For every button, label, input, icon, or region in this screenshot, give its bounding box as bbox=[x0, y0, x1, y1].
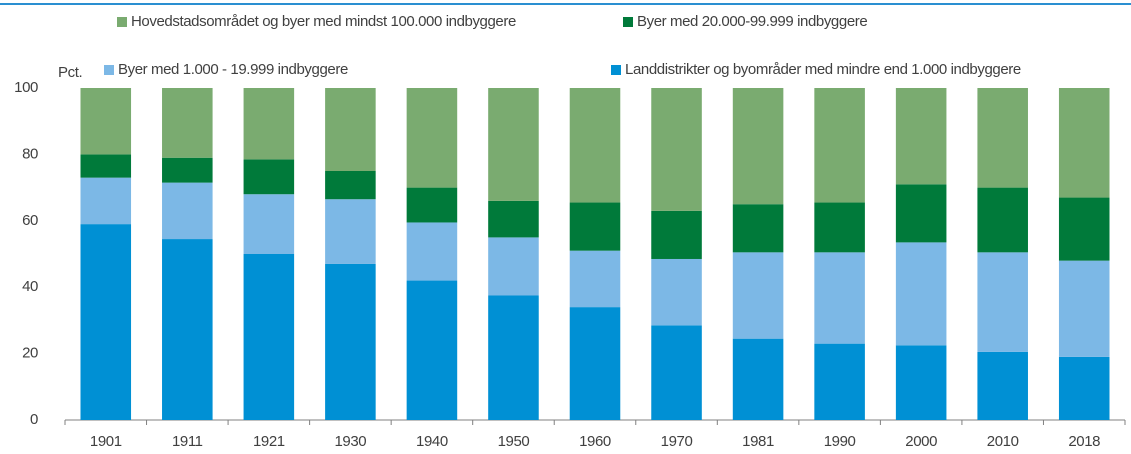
x-tick-label: 1970 bbox=[661, 433, 693, 450]
x-tick-label: 2000 bbox=[905, 433, 937, 450]
x-tick-label: 1930 bbox=[334, 433, 366, 450]
x-tick-label: 1960 bbox=[579, 433, 611, 450]
bar-segment bbox=[406, 187, 458, 223]
bar-segment bbox=[814, 252, 865, 344]
legend-label: Byer med 20.000-99.999 indbyggere bbox=[637, 13, 867, 30]
bar-segment bbox=[406, 280, 458, 420]
x-tick-label: 2018 bbox=[1068, 433, 1100, 450]
x-tick-label: 1990 bbox=[824, 433, 856, 450]
bar-segment bbox=[80, 88, 132, 155]
bar-segment bbox=[732, 88, 784, 205]
bar-segment bbox=[1058, 356, 1110, 420]
bar-segment bbox=[243, 254, 295, 420]
bar-segment bbox=[651, 210, 702, 259]
x-tick-label: 1901 bbox=[90, 433, 122, 450]
bar-segment bbox=[243, 88, 295, 160]
bar-segment bbox=[977, 187, 1028, 253]
bar-segment bbox=[895, 345, 947, 420]
legend-label: Landdistrikter og byområder med mindre e… bbox=[625, 61, 1021, 78]
bar-segment bbox=[732, 252, 784, 339]
bar-segment bbox=[569, 88, 621, 203]
x-tick-label: 1940 bbox=[416, 433, 448, 450]
y-tick-label: 60 bbox=[22, 212, 38, 229]
bar-segment bbox=[651, 258, 702, 326]
bar-segment bbox=[814, 202, 865, 253]
bar-segment bbox=[80, 177, 132, 225]
bar-segment bbox=[651, 325, 702, 420]
legend-label: Byer med 1.000 - 19.999 indbyggere bbox=[118, 61, 348, 78]
bar-segment bbox=[406, 222, 458, 281]
bar-segment bbox=[162, 239, 213, 420]
bar-segment bbox=[325, 199, 376, 264]
bar-segment bbox=[1058, 88, 1110, 198]
bar-segment bbox=[569, 307, 621, 420]
x-tick-label: 1911 bbox=[172, 433, 203, 450]
bar-segment bbox=[814, 88, 865, 203]
bar-segment bbox=[732, 338, 784, 420]
x-tick-label: 1981 bbox=[742, 433, 774, 450]
legend-label: Hovedstadsområdet og byer med mindst 100… bbox=[131, 13, 516, 30]
bar-segment bbox=[977, 252, 1028, 352]
bar-segment bbox=[895, 184, 947, 243]
legend-swatch bbox=[104, 65, 114, 75]
bar-segment bbox=[80, 224, 132, 420]
bar-segment bbox=[488, 295, 539, 420]
x-tick-label: 1921 bbox=[253, 433, 285, 450]
bar-segment bbox=[325, 263, 376, 420]
bar-segment bbox=[895, 242, 947, 346]
bar-segment bbox=[814, 343, 865, 420]
bar-segment bbox=[651, 88, 702, 211]
bar-segment bbox=[325, 171, 376, 200]
x-tick-label: 2010 bbox=[987, 433, 1019, 450]
bar-segment bbox=[569, 250, 621, 308]
bar-segment bbox=[977, 88, 1028, 188]
bar-segment bbox=[162, 157, 213, 183]
y-axis-label: Pct. bbox=[58, 64, 82, 81]
y-tick-label: 20 bbox=[22, 345, 38, 362]
bar-segment bbox=[243, 194, 295, 254]
legend-swatch bbox=[117, 17, 127, 27]
bar-segment bbox=[895, 88, 947, 185]
y-tick-label: 100 bbox=[14, 79, 38, 96]
bar-segment bbox=[243, 159, 295, 195]
bar-segment bbox=[80, 154, 132, 178]
bar-segment bbox=[488, 200, 539, 238]
x-tick-label: 1950 bbox=[498, 433, 530, 450]
legend-swatch bbox=[611, 65, 621, 75]
y-tick-label: 40 bbox=[22, 278, 38, 295]
legend-swatch bbox=[623, 17, 633, 27]
bar-segment bbox=[488, 237, 539, 296]
bar-segment bbox=[569, 202, 621, 251]
bar-segment bbox=[162, 182, 213, 240]
bar-segment bbox=[488, 88, 539, 201]
bar-segment bbox=[325, 88, 376, 171]
y-tick-label: 80 bbox=[22, 145, 38, 162]
bar-segment bbox=[1058, 260, 1110, 357]
bar-segment bbox=[1058, 197, 1110, 261]
bar-segment bbox=[406, 88, 458, 188]
y-tick-label: 0 bbox=[30, 411, 38, 428]
bar-segment bbox=[977, 351, 1028, 420]
bar-segment bbox=[162, 88, 213, 158]
bar-segment bbox=[732, 204, 784, 253]
